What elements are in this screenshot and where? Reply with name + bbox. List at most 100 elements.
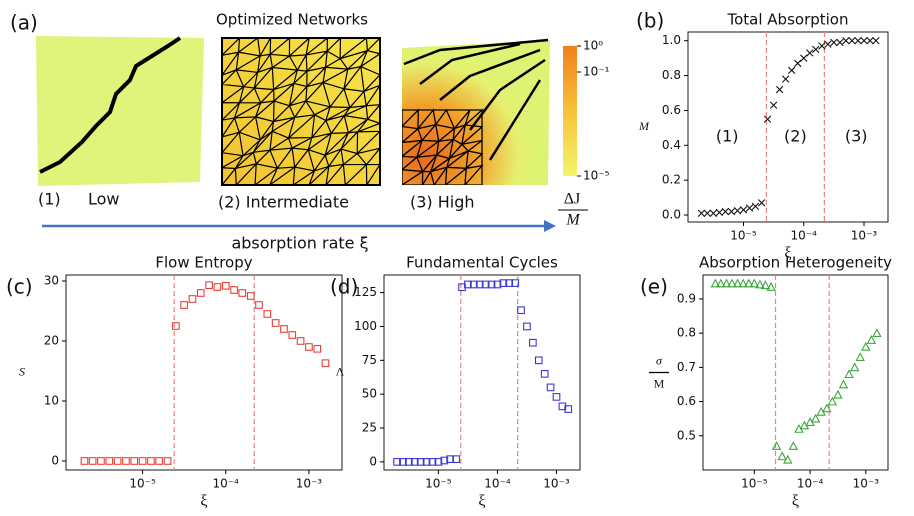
point (281, 326, 288, 333)
x-tick-label: 10⁻³ (543, 477, 570, 491)
point (231, 287, 238, 294)
y-axis-label: M (638, 119, 650, 133)
x-tick-label: 10⁻⁵ (730, 229, 757, 243)
point (553, 394, 560, 401)
x-tick-label: 10⁻³ (853, 477, 880, 491)
point (123, 458, 130, 465)
point (289, 332, 296, 339)
panel-title: Optimized Networks (216, 11, 368, 29)
arrow-label: absorption rate ξ (231, 234, 368, 253)
point (535, 357, 542, 364)
arrow-head (544, 220, 556, 232)
x-axis-label: ξ (792, 493, 799, 510)
colorbar-tick-label: 10⁻⁵ (583, 169, 610, 183)
point (214, 284, 221, 291)
plot-frame (703, 275, 888, 470)
network-label: (1) (38, 190, 61, 209)
point (782, 76, 789, 83)
point (541, 371, 548, 378)
point (156, 458, 163, 465)
point (98, 458, 105, 465)
x-tick-label: 10⁻⁵ (129, 477, 156, 491)
colorbar (563, 46, 577, 176)
point (819, 43, 826, 50)
point (843, 37, 850, 44)
panel-a: (a) Optimized Networks (1) Low (2) Inter… (10, 11, 610, 253)
figure: (a) Optimized Networks (1) Low (2) Inter… (0, 0, 914, 516)
colorbar-tick-label: 10⁻¹ (583, 65, 610, 79)
y-tick-label: 125 (354, 285, 377, 299)
point (807, 50, 814, 57)
point (825, 41, 832, 48)
y-tick-label: 0 (369, 454, 377, 468)
region-label: (1) (716, 127, 739, 146)
chart: (b)Total Absorption10⁻⁵10⁻⁴10⁻³0.00.20.4… (636, 9, 888, 262)
point (314, 346, 321, 353)
point (728, 208, 735, 215)
network-label: (2) Intermediate (218, 193, 349, 212)
point (746, 205, 753, 212)
region-label: (3) (845, 127, 868, 146)
colorbar-label: ΔJ (564, 191, 581, 208)
point (306, 344, 313, 351)
point (89, 458, 96, 465)
point (106, 458, 113, 465)
y-tick-label: 0 (51, 454, 59, 468)
point (837, 39, 844, 46)
point (840, 381, 848, 388)
y-tick-label: 0.8 (677, 326, 696, 340)
plot-frame (66, 275, 342, 470)
x-tick-label: 10⁻³ (296, 477, 323, 491)
point (206, 282, 213, 289)
point (164, 458, 171, 465)
chart-title: Total Absorption (727, 11, 849, 29)
point (851, 364, 859, 371)
y-tick-label: 0.2 (662, 173, 681, 187)
network-label: (3) High (410, 193, 475, 212)
chart-title: Flow Entropy (155, 254, 252, 272)
point (790, 442, 798, 449)
point (831, 39, 838, 46)
panel-label: (e) (640, 275, 668, 299)
point (272, 320, 279, 327)
y-tick-label: 10 (44, 394, 59, 408)
point (834, 391, 842, 398)
point (239, 290, 246, 297)
point (788, 67, 795, 74)
y-tick-label: 0.7 (677, 360, 696, 374)
x-axis-label: ξ (200, 493, 207, 510)
y-tick-label: 100 (354, 319, 377, 333)
point (131, 458, 138, 465)
colorbar-label: M (565, 212, 581, 229)
point (867, 37, 874, 44)
x-axis-label: ξ (478, 493, 485, 510)
point (764, 116, 771, 123)
panel-label: (c) (6, 275, 33, 299)
point (856, 353, 864, 360)
y-tick-label: 0.4 (662, 138, 681, 152)
y-tick-label: 75 (362, 353, 377, 367)
point (862, 343, 870, 350)
network-label: Low (88, 190, 120, 209)
panel-label: (b) (636, 9, 664, 33)
y-axis-label: S (19, 364, 25, 378)
y-axis-label: M (654, 376, 665, 390)
point (222, 283, 229, 290)
y-tick-label: 0.5 (677, 428, 696, 442)
point (845, 370, 853, 377)
x-tick-label: 10⁻⁴ (213, 477, 240, 491)
point (812, 46, 819, 53)
x-tick-label: 10⁻⁵ (741, 477, 768, 491)
plot-frame (384, 275, 580, 470)
point (758, 200, 765, 207)
chart-title: Fundamental Cycles (406, 254, 558, 272)
point (770, 102, 777, 109)
x-tick-label: 10⁻³ (851, 229, 878, 243)
y-tick-label: 0.9 (677, 291, 696, 305)
point (800, 55, 807, 62)
point (812, 415, 820, 422)
point (114, 458, 121, 465)
point (698, 210, 705, 217)
point (873, 37, 880, 44)
